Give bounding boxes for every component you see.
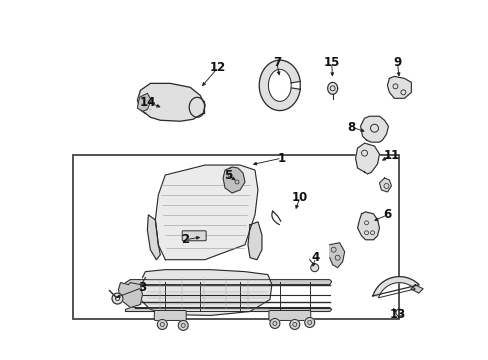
Polygon shape — [355, 143, 379, 174]
Polygon shape — [372, 276, 418, 298]
Text: 12: 12 — [209, 61, 226, 74]
Circle shape — [269, 319, 279, 328]
Text: 15: 15 — [323, 56, 339, 69]
Text: 13: 13 — [388, 308, 405, 321]
Text: 8: 8 — [347, 121, 355, 134]
Polygon shape — [137, 84, 205, 121]
Polygon shape — [223, 167, 244, 193]
Circle shape — [178, 320, 188, 330]
Text: II: II — [192, 233, 196, 239]
Polygon shape — [247, 222, 262, 260]
Circle shape — [304, 318, 314, 328]
Text: 4: 4 — [311, 251, 319, 264]
Polygon shape — [360, 116, 387, 142]
Text: 7: 7 — [272, 56, 281, 69]
Polygon shape — [379, 178, 390, 192]
Text: 1: 1 — [277, 152, 285, 165]
FancyBboxPatch shape — [268, 310, 310, 320]
Polygon shape — [386, 76, 410, 98]
Polygon shape — [147, 215, 160, 260]
Circle shape — [289, 319, 299, 329]
FancyBboxPatch shape — [154, 310, 186, 320]
Bar — [73, 155, 399, 319]
Polygon shape — [118, 283, 142, 307]
Text: 5: 5 — [224, 168, 232, 181]
Polygon shape — [410, 285, 422, 293]
Polygon shape — [138, 270, 271, 315]
Text: 3: 3 — [138, 281, 146, 294]
Text: 14: 14 — [140, 96, 156, 109]
Text: 10: 10 — [291, 192, 307, 204]
Circle shape — [157, 319, 167, 329]
Polygon shape — [125, 307, 331, 311]
Text: 2: 2 — [181, 233, 189, 246]
Polygon shape — [155, 165, 258, 260]
Polygon shape — [125, 280, 331, 285]
Polygon shape — [327, 82, 337, 94]
Polygon shape — [259, 60, 300, 111]
Text: 9: 9 — [392, 56, 401, 69]
Circle shape — [112, 293, 122, 304]
Polygon shape — [329, 243, 344, 268]
Text: 11: 11 — [383, 149, 399, 162]
FancyBboxPatch shape — [182, 231, 206, 241]
Polygon shape — [137, 93, 151, 111]
Polygon shape — [357, 212, 379, 240]
Text: 6: 6 — [383, 208, 391, 221]
Circle shape — [310, 264, 318, 272]
